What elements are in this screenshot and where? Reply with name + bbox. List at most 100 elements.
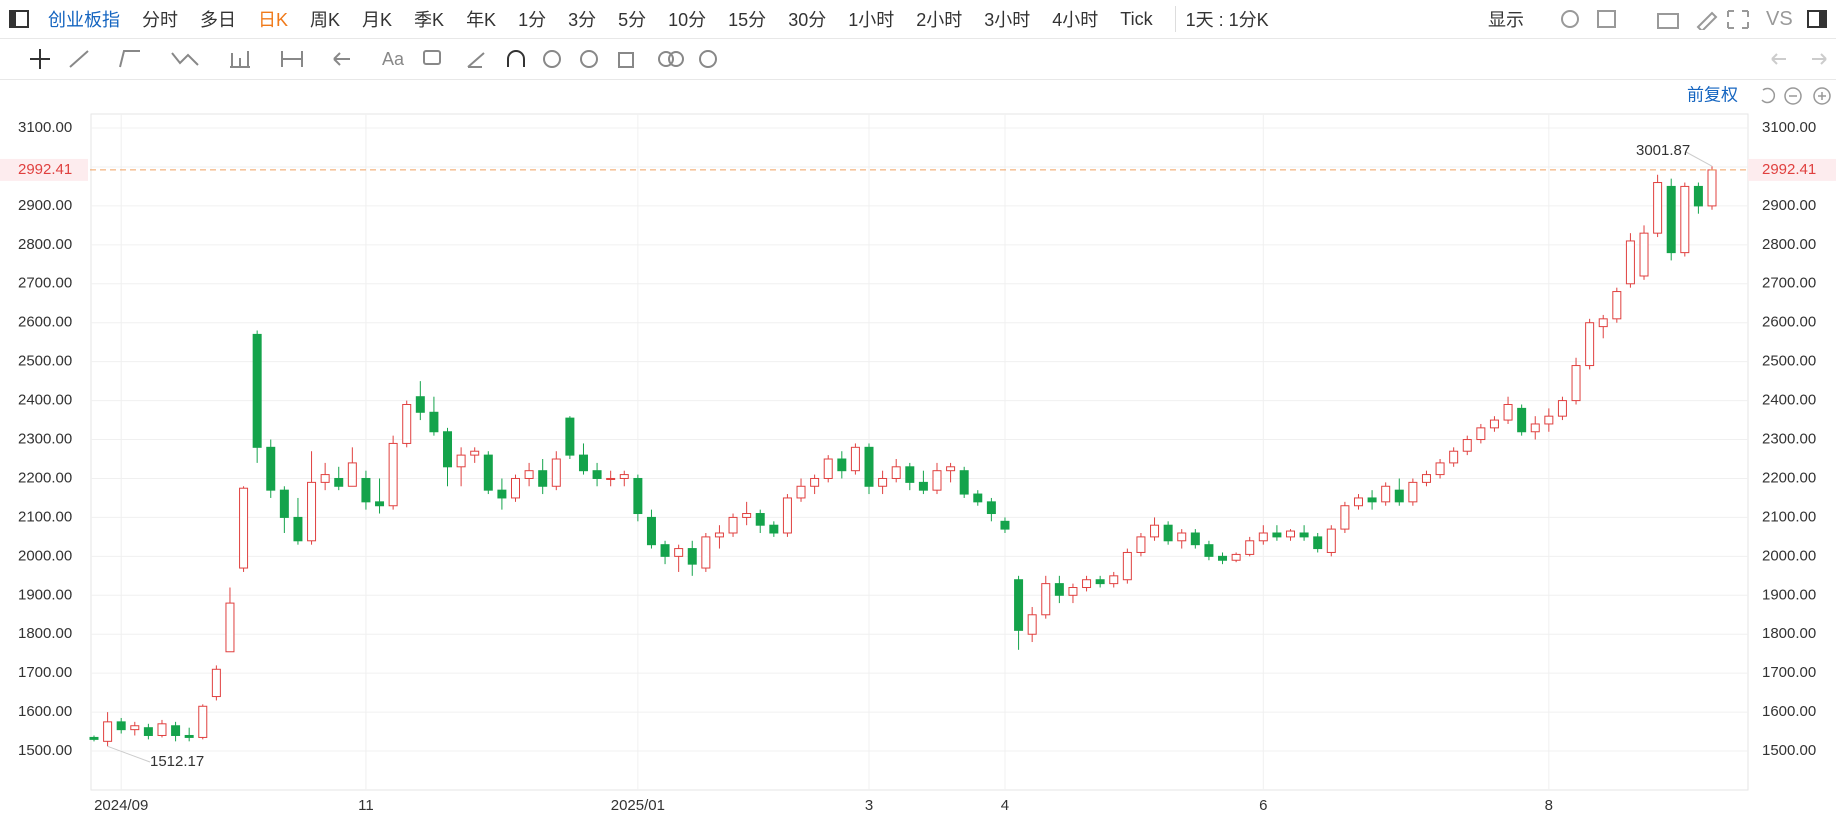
- link-tool[interactable]: [658, 51, 674, 67]
- camera-icon[interactable]: [1657, 13, 1679, 29]
- index-name[interactable]: 创业板指: [48, 10, 120, 30]
- move-tool[interactable]: [30, 49, 50, 69]
- y-tick-label: 1800.00: [18, 625, 72, 642]
- period-tab[interactable]: 4小时: [1052, 10, 1099, 30]
- settings-icon[interactable]: [1561, 10, 1579, 28]
- candle-body: [1530, 423, 1540, 433]
- candle-body: [538, 470, 548, 487]
- period-tab[interactable]: 1分: [518, 10, 547, 30]
- candle-body: [1326, 528, 1336, 553]
- candle-body: [742, 513, 752, 518]
- y2-tick-label: 2200.00: [1762, 469, 1816, 486]
- y-tick-label: 2500.00: [18, 353, 72, 370]
- note-tool[interactable]: [423, 50, 441, 65]
- high-label: 3001.87: [1636, 142, 1690, 159]
- range-tool[interactable]: [281, 51, 303, 67]
- angle-tool[interactable]: [467, 52, 485, 68]
- link-tool-2: [668, 51, 684, 67]
- lock-tool[interactable]: [543, 50, 561, 68]
- candle-body: [973, 493, 983, 503]
- period-tab[interactable]: 周K: [310, 10, 341, 30]
- candle-body: [116, 721, 126, 731]
- delete-tool[interactable]: [618, 52, 634, 68]
- candle-body: [497, 489, 507, 499]
- candle-body: [701, 536, 711, 569]
- pen-icon[interactable]: [1696, 11, 1718, 30]
- period-tab[interactable]: 15分: [728, 10, 767, 30]
- candle-body: [1177, 532, 1187, 542]
- candle-body: [1653, 182, 1663, 234]
- period-tab[interactable]: 季K: [414, 10, 445, 30]
- undo-redo-icons[interactable]: [1771, 53, 1827, 65]
- y2-tick-label: 1500.00: [1762, 742, 1816, 759]
- candle-body: [1068, 587, 1078, 596]
- arrow-tool[interactable]: [333, 52, 350, 66]
- panel-icon[interactable]: [1806, 9, 1828, 29]
- period-tab[interactable]: 日K: [258, 10, 289, 30]
- price-tag-bg: [0, 158, 88, 181]
- low-pointer: [107, 745, 151, 763]
- y-tick-label: 2300.00: [18, 431, 72, 448]
- candle-body: [470, 450, 480, 456]
- candle-body: [1585, 322, 1595, 367]
- period-tab[interactable]: 30分: [788, 10, 827, 30]
- period-tab[interactable]: 1小时: [848, 10, 895, 30]
- period-tab[interactable]: 5分: [618, 10, 647, 30]
- text-tool[interactable]: Aa: [382, 49, 405, 69]
- candle-body: [1150, 524, 1160, 538]
- candle-body: [307, 481, 317, 542]
- period-tab[interactable]: 10分: [668, 10, 707, 30]
- hide-tool[interactable]: [580, 50, 598, 68]
- period-tab[interactable]: 月K: [362, 10, 393, 30]
- period-combo[interactable]: 1天 : 1分K: [1174, 6, 1269, 32]
- period-tab[interactable]: Tick: [1120, 8, 1153, 29]
- candle-body: [524, 470, 534, 479]
- candle-body: [878, 477, 888, 487]
- candle-body: [619, 474, 629, 479]
- y-tick-label: 2600.00: [18, 314, 72, 331]
- candle-body: [252, 333, 262, 448]
- zoom-out[interactable]: [1784, 87, 1802, 105]
- sidebar-icon[interactable]: [8, 9, 30, 29]
- candle-body: [198, 705, 208, 738]
- period-tab[interactable]: 3分: [568, 10, 597, 30]
- adjust-mode[interactable]: 前复权: [1687, 85, 1738, 104]
- zoom-in[interactable]: [1813, 87, 1831, 105]
- candle-body: [1394, 489, 1404, 503]
- period-tab[interactable]: 年K: [466, 10, 497, 30]
- candle-body: [456, 454, 466, 468]
- period-tab[interactable]: 3小时: [984, 10, 1031, 30]
- box-icon[interactable]: [1597, 10, 1616, 28]
- compare[interactable]: VS: [1766, 7, 1793, 30]
- display-menu[interactable]: 显示: [1488, 10, 1524, 30]
- top-right-icons: [1561, 10, 1749, 30]
- magnet-tool[interactable]: [507, 50, 525, 67]
- price-tag: 2992.41: [18, 161, 72, 178]
- candle-body: [415, 396, 425, 413]
- fullscreen-icon[interactable]: [1727, 10, 1749, 29]
- period-tab[interactable]: 分时: [142, 10, 178, 30]
- reset-icon[interactable]: [1761, 87, 1776, 104]
- candle-body: [1245, 540, 1255, 555]
- high-pointer: [1685, 151, 1713, 167]
- period-tab[interactable]: 2小时: [916, 10, 963, 30]
- tool-settings[interactable]: [699, 50, 717, 68]
- measure-tool[interactable]: [230, 51, 250, 68]
- candle-body: [239, 487, 249, 569]
- candle-body: [443, 431, 453, 468]
- wave-tool[interactable]: [171, 52, 199, 66]
- channel-tool[interactable]: [119, 50, 140, 68]
- candle-body: [1625, 240, 1635, 285]
- period-tab[interactable]: 多日: [200, 10, 236, 30]
- candle-body: [660, 544, 670, 557]
- line-tool[interactable]: [69, 50, 89, 68]
- y2-tick-label: 2900.00: [1762, 197, 1816, 214]
- candle-body: [1666, 185, 1676, 254]
- candle-body: [1476, 427, 1486, 441]
- candle-body: [211, 668, 221, 698]
- price-tag-bg: [1748, 158, 1836, 181]
- candle-body: [1204, 544, 1214, 557]
- candle-body: [1109, 575, 1119, 585]
- candle-body: [932, 470, 942, 491]
